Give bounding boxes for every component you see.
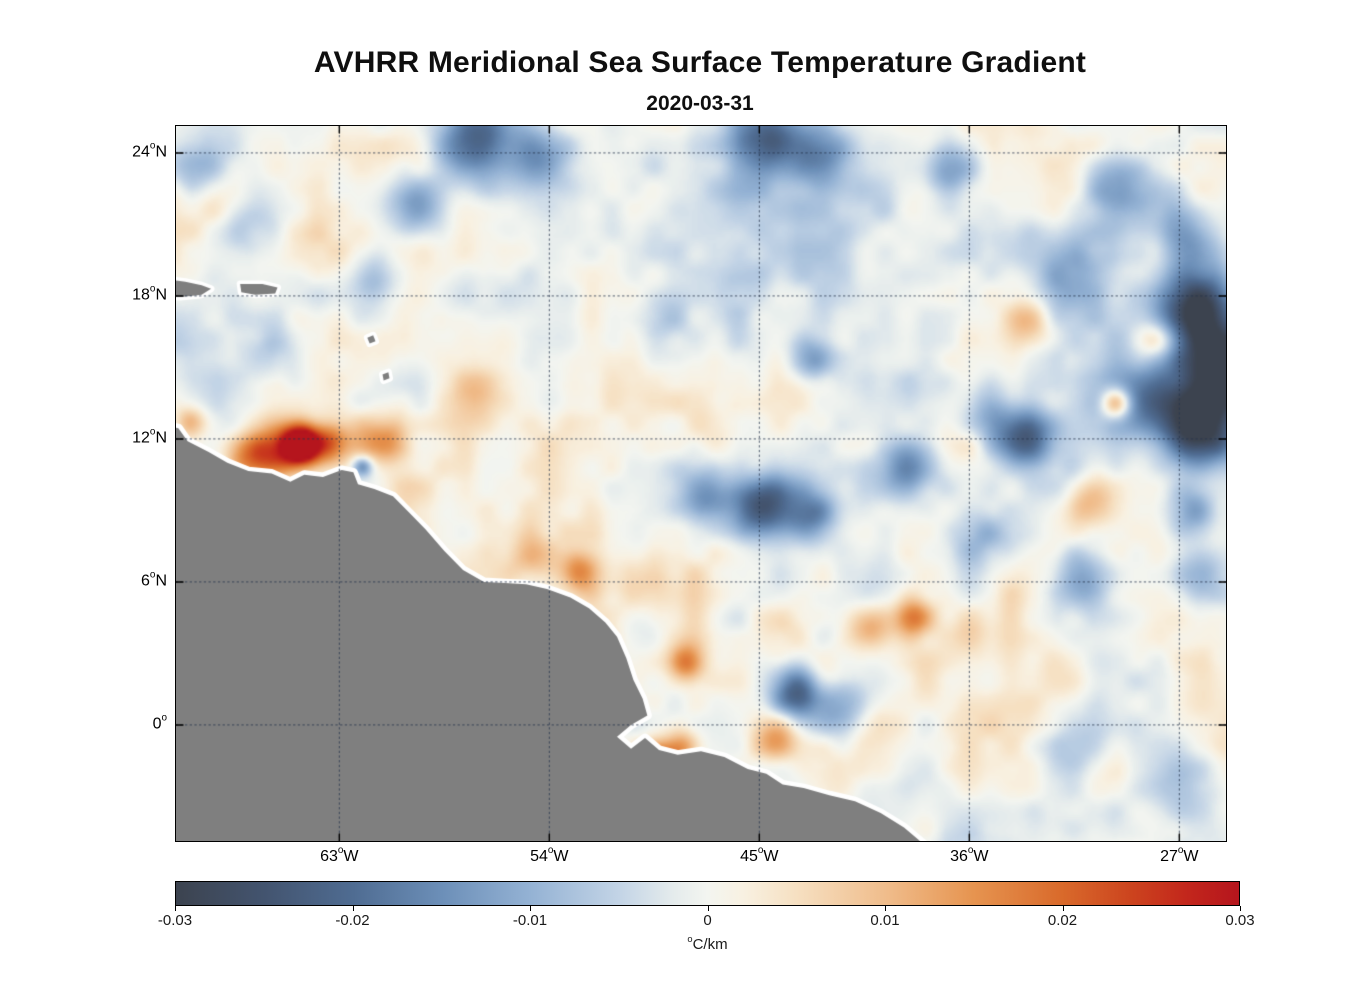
y-tick-label: 0o [152,712,167,733]
x-tick-label: 63oW [320,845,359,865]
colorbar-tick-mark [1240,906,1241,911]
y-tick-label: 12oN [132,426,167,447]
colorbar-tick-label: 0.02 [1047,912,1078,929]
colorbar-tick-mark [175,906,176,911]
y-tick-label: 24oN [132,140,167,161]
colorbar-tick-label: 0.01 [870,912,900,929]
colorbar-tick-mark [885,906,886,911]
colorbar-tick-mark [1062,906,1064,911]
colorbar: -0.03 -0.02 -0.01 0 0.01 0.02 0.03 oC/km [158,881,1255,956]
map-canvas [176,126,1226,841]
colorbar-tick-label: 0.03 [1225,912,1255,929]
x-tick-label: 27oW [1160,845,1199,865]
colorbar-tick-label: 0 [703,912,712,929]
x-tick-label: 54oW [530,845,569,865]
map-plot: 24oN 18oN 12oN 6oN 0o 63oW 54oW 45oW 36oW 27oW [132,125,1227,865]
colorbar-tick-label: -0.03 [157,912,193,929]
y-tick-label: 18oN [132,283,167,304]
chart-title: AVHRR Meridional Sea Surface Temperature… [313,46,1087,79]
degree-symbol: o [687,933,693,944]
x-tick-label: 45oW [740,845,779,865]
colorbar-unit-label: oC/km [175,933,1240,953]
y-tick-label: 6oN [141,569,167,590]
x-tick-label: 36oW [950,845,989,865]
colorbar-tick-label: -0.01 [512,912,548,929]
colorbar-gradient [175,881,1240,906]
colorbar-tick-label: -0.02 [335,912,370,929]
colorbar-tick-mark [352,906,354,911]
chart-subtitle: 2020-03-31 [646,92,754,115]
colorbar-tick-mark [530,906,531,911]
unit-text: C/km [692,936,728,953]
colorbar-tick-mark [707,906,709,911]
